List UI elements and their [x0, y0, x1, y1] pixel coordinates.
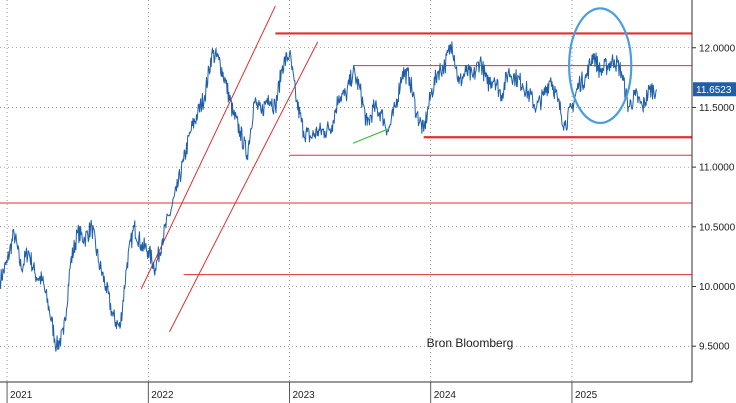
x-tick-label: 2023 — [293, 390, 316, 401]
highlight-ellipse — [568, 7, 633, 125]
y-tick-label: 9.5000 — [699, 342, 730, 353]
annotation-layer — [0, 5, 692, 333]
green-trend-line — [352, 128, 389, 144]
source-note: Bron Bloomberg — [427, 336, 514, 350]
y-tick-label: 12.0000 — [699, 43, 736, 54]
overlay-layer — [352, 7, 633, 144]
series-layer — [0, 41, 658, 352]
x-tick-label: 2022 — [151, 390, 174, 401]
price-series-line — [0, 41, 658, 352]
x-tick-label: 2021 — [10, 390, 33, 401]
y-tick-label: 11.5000 — [699, 103, 735, 114]
y-tick-label: 10.5000 — [699, 222, 736, 233]
grid-layer — [0, 0, 692, 382]
channel-line — [169, 41, 319, 333]
x-tick-label: 2024 — [434, 390, 457, 401]
y-tick-label: 11.0000 — [699, 163, 735, 174]
last-value-label: 11.6523 — [696, 85, 732, 96]
x-tick-label: 2025 — [575, 390, 598, 401]
last-value-badge — [693, 82, 736, 97]
y-tick-label: 10.0000 — [699, 282, 736, 293]
